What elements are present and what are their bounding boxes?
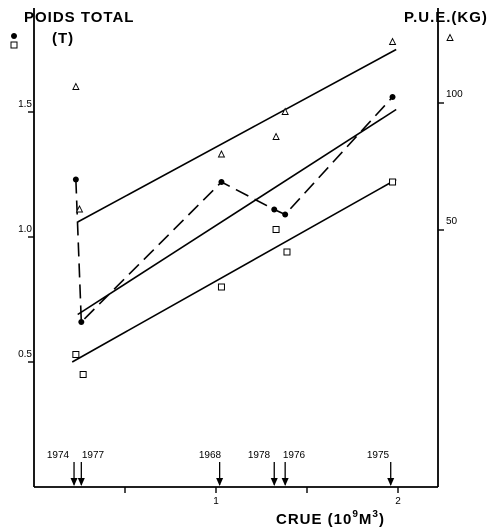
year-label: 1978: [248, 450, 271, 461]
y-right-tick-label: 100: [446, 89, 463, 100]
point-triangle: [75, 204, 84, 213]
point-circle: [78, 319, 85, 325]
left-axis-unit: (T): [52, 30, 74, 47]
x-axis-title-unit: M: [359, 511, 373, 528]
point-square: [10, 41, 18, 49]
axis-labels: POIDS TOTAL (T) P.U.E.(KG) CRUE (109M3): [24, 9, 488, 528]
ticks: 1 2 0.5 1.0 1.5 50 100: [18, 89, 463, 507]
axes: [33, 8, 439, 488]
year-arrow-head: [387, 478, 395, 486]
year-arrow-head: [270, 478, 278, 486]
regression-line: [71, 178, 397, 363]
legend-markers: [10, 33, 454, 49]
point-circle: [282, 211, 289, 218]
point-triangle: [388, 37, 397, 45]
point-circle: [218, 179, 225, 185]
point-square: [389, 178, 397, 186]
year-label: 1968: [199, 450, 222, 461]
y-right-tick-label: 50: [446, 216, 458, 227]
point-circle: [72, 176, 79, 183]
regression-lines: [71, 48, 397, 363]
point-circle: [389, 94, 396, 100]
right-axis-title: P.U.E.(KG): [404, 9, 488, 26]
x-axis-title-main: CRUE (10: [276, 511, 352, 528]
x-axis-title-unit-exp: 3: [372, 509, 379, 520]
x-tick-label: 2: [395, 496, 401, 507]
left-axis-title: POIDS TOTAL: [24, 9, 134, 26]
year-label: 1976: [283, 450, 306, 461]
data-marks: [72, 37, 397, 378]
year-label: 1974: [47, 450, 70, 461]
x-axis-title-close: ): [379, 511, 385, 528]
point-square: [72, 351, 80, 358]
point-triangle: [446, 33, 454, 41]
year-label: 1975: [367, 450, 390, 461]
point-triangle: [217, 149, 226, 158]
dashed-series-line: [75, 96, 394, 324]
x-tick-label: 1: [213, 496, 219, 507]
year-arrow-head: [281, 478, 289, 486]
year-arrow-head: [216, 478, 224, 486]
year-markers: 1974 1977 1968 1978 1976 1975: [47, 450, 395, 486]
regression-line: [77, 48, 397, 223]
point-square: [272, 226, 280, 233]
year-arrow-head: [77, 478, 85, 486]
point-circle: [271, 206, 278, 213]
y-left-tick-label: 0.5: [18, 349, 32, 360]
point-square: [217, 283, 225, 291]
point-square: [79, 371, 87, 378]
point-triangle: [272, 132, 280, 140]
y-left-tick-label: 1.5: [18, 99, 32, 110]
x-axis-title-exp: 9: [352, 509, 359, 520]
point-triangle: [72, 82, 80, 90]
year-arrow-head: [70, 478, 78, 486]
x-axis-title: CRUE (109M3): [276, 509, 385, 528]
point-square: [283, 248, 291, 256]
regression-line: [77, 108, 397, 316]
point-triangle: [281, 107, 289, 115]
year-label: 1977: [82, 450, 105, 461]
y-left-tick-label: 1.0: [18, 224, 32, 235]
point-circle: [11, 33, 17, 39]
